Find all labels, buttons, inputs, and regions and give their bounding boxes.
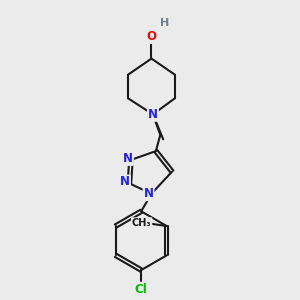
Text: N: N [148, 108, 158, 121]
Text: Cl: Cl [135, 283, 148, 296]
Text: O: O [146, 30, 157, 43]
Text: CH₃: CH₃ [132, 218, 152, 228]
Text: H: H [160, 18, 169, 28]
Text: N: N [120, 176, 130, 188]
Text: N: N [143, 187, 154, 200]
Text: N: N [123, 152, 133, 165]
